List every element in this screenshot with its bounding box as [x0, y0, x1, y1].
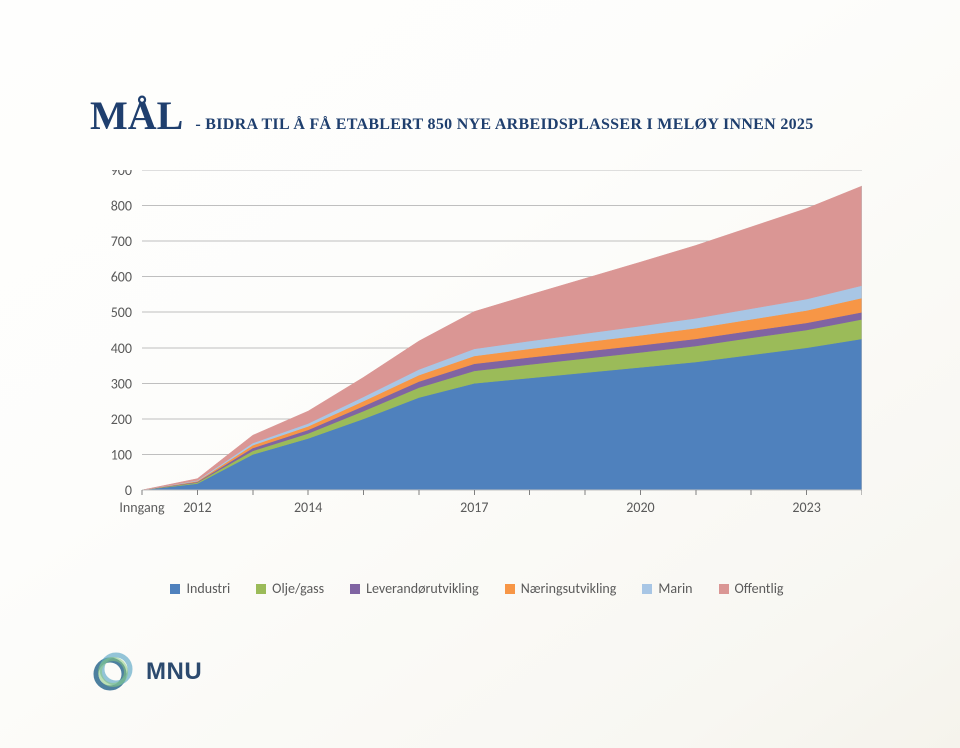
title-subtitle: - BIDRA TIL Å FÅ ETABLERT 850 NYE ARBEID…: [195, 116, 813, 134]
x-tick-label: 2023: [792, 499, 820, 516]
stacked-area-chart: 0 100 200 300 400 500 600 700 800 900 Inngang 2012 2…: [92, 170, 862, 530]
y-tick-label: 800: [111, 198, 132, 215]
x-tick-label: 2014: [294, 499, 322, 516]
y-tick-label: 300: [111, 375, 132, 392]
legend-item-olje: Olje/gass: [256, 580, 324, 597]
legend-label: Marin: [658, 580, 692, 597]
x-tick-label: 2020: [626, 499, 654, 516]
title-main: MÅL: [90, 96, 183, 136]
x-tick-label: Inngang: [119, 499, 165, 516]
brand-logo-icon: [90, 650, 134, 694]
page-title: MÅL - BIDRA TIL Å FÅ ETABLERT 850 NYE AR…: [90, 96, 814, 136]
legend-item-industri: Industri: [170, 580, 230, 597]
brand-text: MNU: [146, 658, 202, 686]
legend-swatch-icon: [256, 584, 266, 594]
legend-swatch-icon: [170, 584, 180, 594]
legend-label: Leverandørutvikling: [366, 580, 479, 597]
y-tick-label: 600: [111, 269, 132, 286]
y-tick-label: 400: [111, 340, 132, 357]
legend-item-marin: Marin: [642, 580, 692, 597]
legend-label: Olje/gass: [272, 580, 324, 597]
legend-swatch-icon: [642, 584, 652, 594]
legend-label: Industri: [186, 580, 230, 597]
legend-label: Næringsutvikling: [521, 580, 617, 597]
legend-swatch-icon: [505, 584, 515, 594]
y-tick-label: 500: [111, 304, 132, 321]
legend-label: Offentlig: [735, 580, 784, 597]
chart-container: 0 100 200 300 400 500 600 700 800 900 Inngang 2012 2…: [92, 170, 862, 550]
legend-swatch-icon: [719, 584, 729, 594]
brand-block: MNU: [90, 650, 202, 694]
x-tick-label: 2012: [183, 499, 211, 516]
y-tick-label: 100: [111, 446, 132, 463]
y-tick-label: 200: [111, 411, 132, 428]
legend-item-naering: Næringsutvikling: [505, 580, 617, 597]
y-tick-label: 900: [111, 170, 132, 179]
legend-item-offentlig: Offentlig: [719, 580, 784, 597]
x-tick-label: 2017: [460, 499, 488, 516]
y-tick-label: 0: [125, 482, 132, 499]
chart-legend: Industri Olje/gass Leverandørutvikling Næri…: [92, 580, 862, 597]
y-tick-label: 700: [111, 233, 132, 250]
legend-swatch-icon: [350, 584, 360, 594]
legend-item-lever: Leverandørutvikling: [350, 580, 479, 597]
